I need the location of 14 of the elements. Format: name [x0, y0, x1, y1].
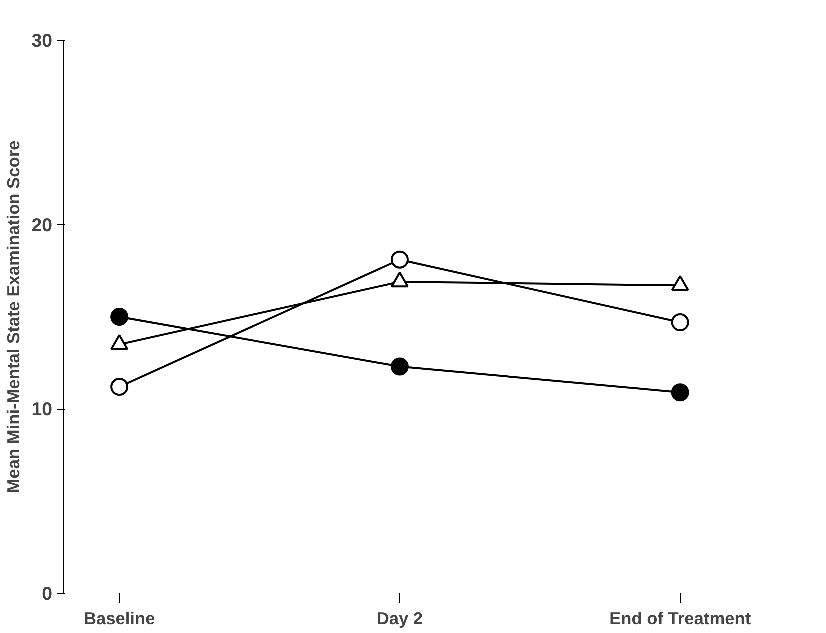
y-tick-label: 10 [32, 398, 53, 420]
y-tick-label: 30 [32, 30, 53, 51]
point [110, 308, 129, 326]
point [671, 314, 690, 332]
y-tick-label: 20 [32, 214, 53, 236]
point [110, 378, 129, 396]
x-tick-label: Day 2 [376, 608, 424, 628]
x-tick-label: End of Treatment [610, 608, 752, 628]
y-tick-label: 0 [42, 583, 53, 604]
point [390, 358, 409, 376]
x-tick-label: Baseline [84, 608, 156, 628]
y-axis-title: Mean Mini-Mental State Examination Score [4, 140, 24, 494]
point [671, 384, 690, 402]
point [390, 250, 409, 269]
